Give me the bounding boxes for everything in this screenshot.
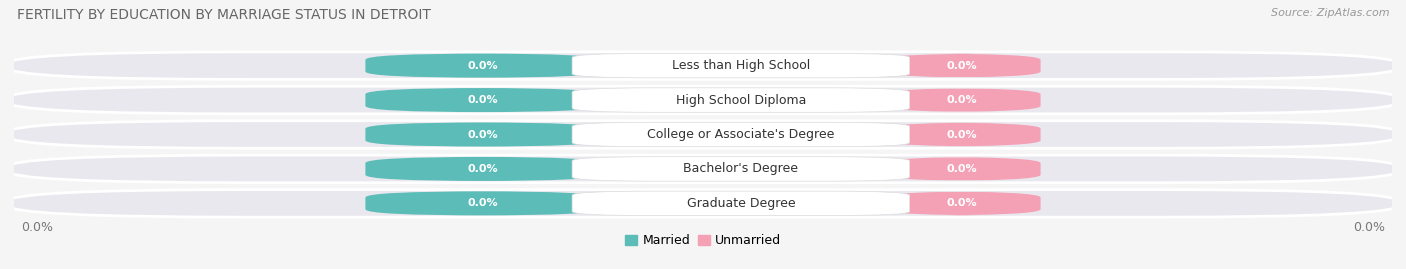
FancyBboxPatch shape — [7, 86, 1399, 114]
Text: 0.0%: 0.0% — [946, 95, 977, 105]
Text: 0.0%: 0.0% — [21, 221, 53, 233]
FancyBboxPatch shape — [7, 155, 1399, 183]
Text: High School Diploma: High School Diploma — [676, 94, 806, 107]
FancyBboxPatch shape — [366, 54, 599, 78]
Text: Less than High School: Less than High School — [672, 59, 810, 72]
FancyBboxPatch shape — [882, 54, 1040, 78]
Text: Graduate Degree: Graduate Degree — [686, 197, 796, 210]
FancyBboxPatch shape — [882, 157, 1040, 181]
FancyBboxPatch shape — [882, 122, 1040, 147]
Text: 0.0%: 0.0% — [467, 164, 498, 174]
Text: 0.0%: 0.0% — [467, 198, 498, 208]
FancyBboxPatch shape — [366, 122, 599, 147]
Text: 0.0%: 0.0% — [946, 61, 977, 71]
Text: 0.0%: 0.0% — [946, 198, 977, 208]
FancyBboxPatch shape — [7, 190, 1399, 217]
FancyBboxPatch shape — [366, 157, 599, 181]
Text: 0.0%: 0.0% — [467, 95, 498, 105]
FancyBboxPatch shape — [7, 52, 1399, 79]
FancyBboxPatch shape — [572, 54, 910, 78]
Text: 0.0%: 0.0% — [946, 129, 977, 140]
Text: Bachelor's Degree: Bachelor's Degree — [683, 162, 799, 175]
FancyBboxPatch shape — [882, 191, 1040, 215]
Text: College or Associate's Degree: College or Associate's Degree — [647, 128, 835, 141]
FancyBboxPatch shape — [572, 191, 910, 215]
FancyBboxPatch shape — [572, 122, 910, 147]
FancyBboxPatch shape — [366, 191, 599, 215]
FancyBboxPatch shape — [882, 88, 1040, 112]
FancyBboxPatch shape — [572, 88, 910, 112]
Text: 0.0%: 0.0% — [946, 164, 977, 174]
Legend: Married, Unmarried: Married, Unmarried — [620, 229, 786, 252]
FancyBboxPatch shape — [572, 157, 910, 181]
FancyBboxPatch shape — [7, 121, 1399, 148]
FancyBboxPatch shape — [366, 88, 599, 112]
Text: 0.0%: 0.0% — [467, 61, 498, 71]
Text: 0.0%: 0.0% — [1353, 221, 1385, 233]
Text: Source: ZipAtlas.com: Source: ZipAtlas.com — [1271, 8, 1389, 18]
Text: 0.0%: 0.0% — [467, 129, 498, 140]
Text: FERTILITY BY EDUCATION BY MARRIAGE STATUS IN DETROIT: FERTILITY BY EDUCATION BY MARRIAGE STATU… — [17, 8, 430, 22]
